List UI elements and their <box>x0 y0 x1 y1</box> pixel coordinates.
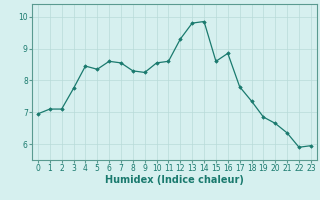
X-axis label: Humidex (Indice chaleur): Humidex (Indice chaleur) <box>105 175 244 185</box>
